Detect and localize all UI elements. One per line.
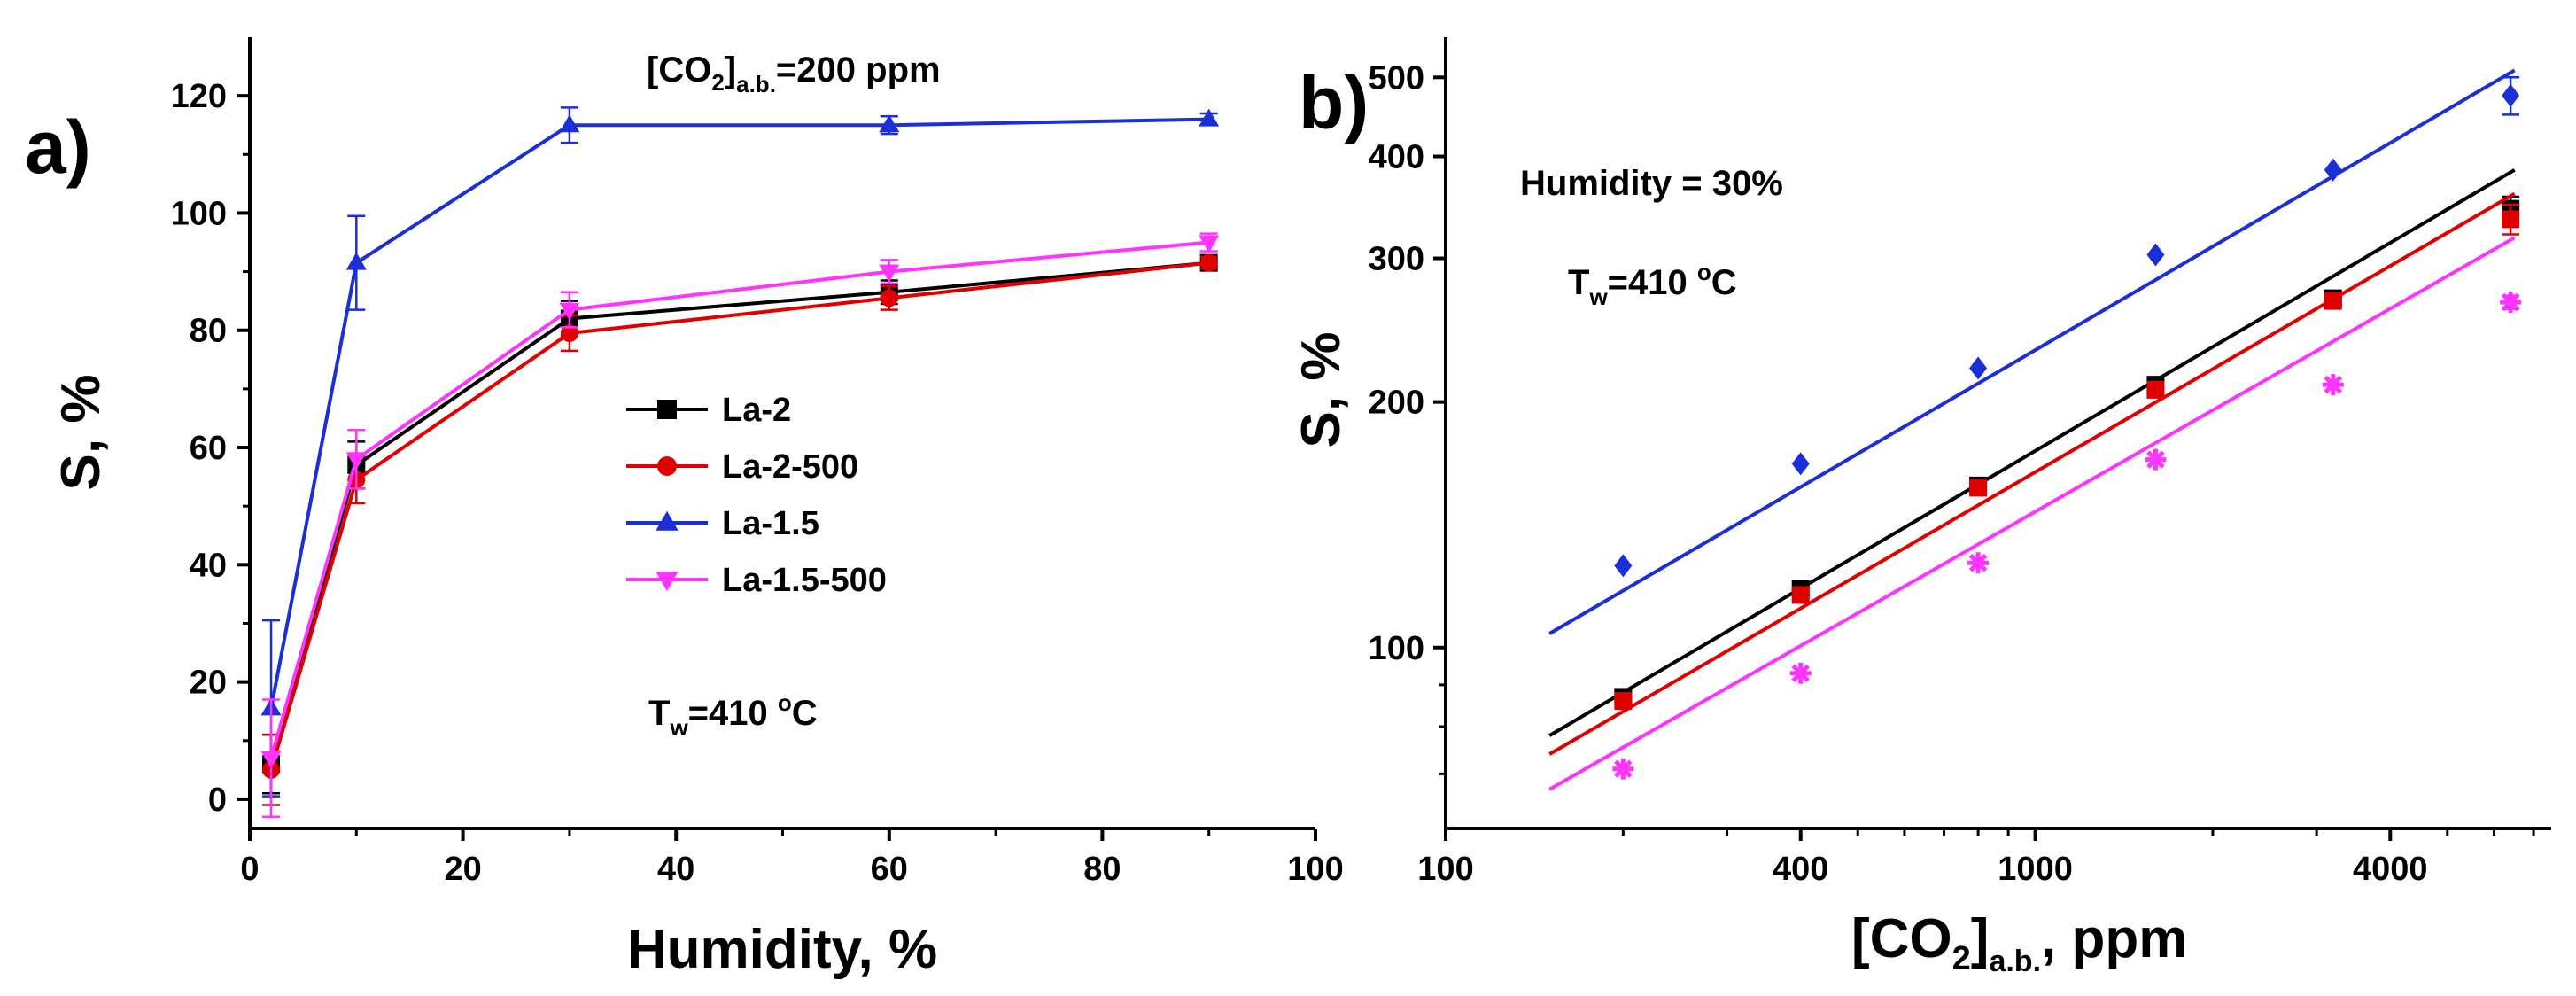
panel-a-y-axis-title: S, % [50,375,112,491]
panel-a-data-point [560,324,578,343]
panel-a-data-point [1199,253,1218,272]
panel-b-y-axis-title: S, % [1291,332,1352,448]
panel-a-legend-entry: La-1.5 [626,505,819,542]
panel-b-data-point [1614,554,1633,578]
panel-b-fit-line [1548,68,2516,635]
panel-b-x-tick-label: 1000 [1998,851,2073,888]
panel-b-data-point [2146,243,2165,267]
panel-b-fit-line [1548,168,2516,737]
panel-b-series-la-2 [1548,168,2520,737]
panel-a-legend-marker [657,456,677,476]
panel-b-data-point [2145,448,2167,471]
panel-b-x-tick-label: 4000 [2353,851,2428,888]
panel-a-legend-entry: La-1.5-500 [626,562,887,599]
panel-b-data-point [1967,552,1990,574]
panel-b-x-axis-title: [CO2]a.b., ppm [1851,908,2187,978]
panel-b-data-point [2324,292,2342,310]
panel-a-y-tick-label: 20 [190,665,227,702]
panel-a-tick-labels: 0 20 40 60 80 100 0 20 40 60 80 100 120 [171,78,1344,888]
panel-a-y-tick-label: 60 [190,430,227,467]
panel-b-ticks [1433,75,2535,841]
panel-a-y-tick-label: 120 [171,78,227,115]
panel-b-label: b) [1299,61,1369,144]
panel-a-series-la-1-5-500 [260,232,1220,819]
panel-a-ticks [237,94,1317,841]
panel-a-y-tick-label: 0 [208,782,227,819]
panel-a-legend-label: La-1.5 [722,505,819,542]
panel-a-data-point [345,252,367,270]
panel-a-data-point [879,114,900,133]
panel-a-temperature-annotation: Tw=410 oC [648,689,818,741]
panel-a-data-point [1199,235,1220,253]
panel-a-data-point [879,264,900,283]
panel-a-data-point [1199,108,1220,127]
panel-b-tick-labels: 100 400 1000 4000 100 200 300 400 500 [1369,59,2428,888]
panel-b-data-point [2500,292,2522,314]
panel-b-data-point [1969,356,1988,380]
panel-a-legend-label: La-2 [722,392,791,429]
panel-a-series [260,106,1220,819]
panel-b-y-tick-label: 200 [1369,385,1424,422]
panel-a-legend-marker [656,572,679,592]
panel-a-x-tick-label: 40 [657,851,694,888]
panel-b-data-point [1614,692,1633,711]
panel-a-legend-entry: La-2-500 [626,448,858,486]
panel-a-chart: a) 0 20 40 60 80 100 0 20 40 60 80 100 120 Humidity,… [25,37,1344,980]
panel-b-data-point [2502,210,2520,229]
panel-a-data-point [559,114,580,133]
panel-a-data-point [260,751,282,769]
panel-b-series-la-1-5-500 [1548,236,2522,791]
panel-b-chart: b) 100 400 1000 4000 100 200 300 400 500 [CO2]a.… [1291,37,2551,978]
panel-b-fit-line [1548,236,2516,791]
panel-a-x-tick-label: 80 [1083,851,1121,888]
panel-a-y-tick-label: 40 [190,547,227,584]
panel-b-y-tick-label: 500 [1369,59,1424,97]
panel-a-legend-label: La-2-500 [722,448,858,486]
panel-b-series-la-2-500 [1548,191,2520,756]
panel-a-x-tick-label: 60 [871,851,908,888]
panel-b-x-tick-label: 100 [1417,851,1473,888]
panel-b-series-la-1-5 [1548,68,2520,635]
panel-b-data-point [1789,662,1812,684]
panel-b-data-point [1969,479,1988,497]
panel-b-data-point [1791,586,1810,604]
panel-b-data-point [1791,452,1810,476]
panel-a-x-tick-label: 0 [240,851,259,888]
panel-b-temperature-annotation: Tw=410 oC [1568,259,1737,310]
panel-a-data-point [880,289,898,307]
panel-a-legend-entry: La-2 [626,392,791,429]
panel-a-legend: La-2 La-2-500 La-1.5 La-1.5-500 [626,392,887,599]
panel-a-series-la-2-500 [262,253,1218,806]
panel-b-data-point [2322,374,2344,396]
panel-a-data-point [559,302,580,321]
panel-b-data-point [2324,158,2342,182]
panel-b-data-point [1612,758,1634,780]
panel-b-data-point [2502,83,2520,107]
panel-b-y-tick-label: 300 [1369,241,1424,278]
panel-a-legend-label: La-1.5-500 [722,562,887,599]
panel-a-x-axis-title: Humidity, % [627,919,937,980]
panel-b-x-tick-label: 400 [1773,851,1828,888]
panel-b-y-tick-label: 400 [1369,139,1424,176]
panel-a-x-tick-label: 100 [1287,851,1343,888]
panel-a-legend-marker [656,510,679,531]
panel-a-series-line [269,240,1209,759]
panel-a-x-tick-label: 20 [444,851,481,888]
panel-b-y-tick-label: 100 [1369,630,1424,667]
panel-a-data-point [345,452,367,471]
panel-a-label: a) [25,105,91,189]
panel-b-humidity-annotation: Humidity = 30% [1520,164,1783,203]
panel-b-series [1548,68,2522,791]
panel-a-co2-annotation: [CO2]a.b.=200 ppm [647,51,941,97]
panel-b-fit-line [1548,191,2516,756]
panel-b-data-point [2146,380,2165,399]
panel-a-y-tick-label: 80 [190,313,227,350]
panel-a-y-tick-label: 100 [171,195,227,232]
panel-a-legend-marker [657,400,677,419]
